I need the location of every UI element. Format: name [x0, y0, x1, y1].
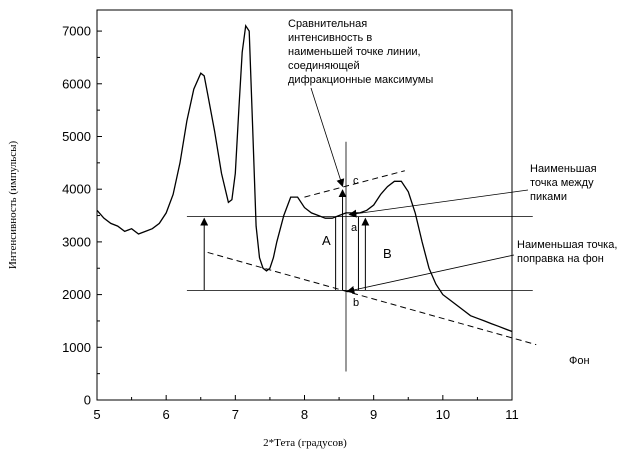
annotation-comparative-3: наименьшей точке линии, — [288, 46, 421, 58]
annotation-comparative-4: соединяющей — [288, 60, 360, 72]
y-tick-label: 5000 — [62, 129, 91, 144]
y-tick-label: 7000 — [62, 24, 91, 39]
series-line — [96, 23, 513, 333]
y-tick-label: 4000 — [62, 182, 91, 197]
x-tick-label: 10 — [436, 407, 450, 422]
annotation-lowest-bg-2: поправка на фон — [517, 253, 604, 265]
annotation-lowest-bg-1: Наименьшая точка, — [517, 239, 617, 251]
y-tick-label: 3000 — [62, 234, 91, 249]
annotation-lowest-between-1: Наименьшая — [530, 163, 597, 175]
x-tick-label: 8 — [301, 407, 308, 422]
x-ticks: 5 6 7 8 9 10 11 — [93, 395, 519, 422]
annotation-lowest-between-3: пиками — [530, 191, 567, 203]
y-tick-label: 6000 — [62, 76, 91, 91]
y-tick-label: 2000 — [62, 287, 91, 302]
annotation-background: Фон — [569, 355, 590, 367]
upper-dashed-line — [304, 170, 405, 198]
y-ticks: 0 1000 2000 3000 4000 5000 6000 7000 — [62, 24, 102, 408]
x-tick-label: 11 — [505, 407, 519, 422]
x-tick-label: 9 — [370, 407, 377, 422]
label-a: a — [351, 222, 358, 234]
label-B: B — [383, 246, 392, 261]
annotations: Сравнительная интенсивность в наименьшей… — [288, 18, 617, 367]
guide-lines — [186, 87, 537, 372]
x-tick-label: 5 — [93, 407, 100, 422]
y-axis-title: Интенсивность (импульсы) — [7, 140, 19, 269]
x-tick-label: 6 — [163, 407, 170, 422]
x-tick-label: 7 — [232, 407, 239, 422]
annotation-comparative-1: Сравнительная — [288, 18, 367, 30]
label-c: c — [353, 175, 359, 187]
background-dashed-line — [207, 251, 537, 346]
y-tick-label: 0 — [84, 393, 91, 408]
leader-lowest-between — [348, 189, 529, 218]
y-tick-label: 1000 — [62, 340, 91, 355]
annotation-lowest-between-2: точка между — [530, 177, 594, 189]
annotation-comparative-5: дифракционные максимумы — [288, 74, 433, 86]
label-A: A — [322, 233, 331, 248]
x-axis-title: 2*Тета (градусов) — [263, 437, 347, 449]
leader-comparative — [310, 87, 345, 188]
annotation-comparative-2: интенсивность в — [288, 32, 372, 44]
label-b: b — [353, 297, 359, 309]
